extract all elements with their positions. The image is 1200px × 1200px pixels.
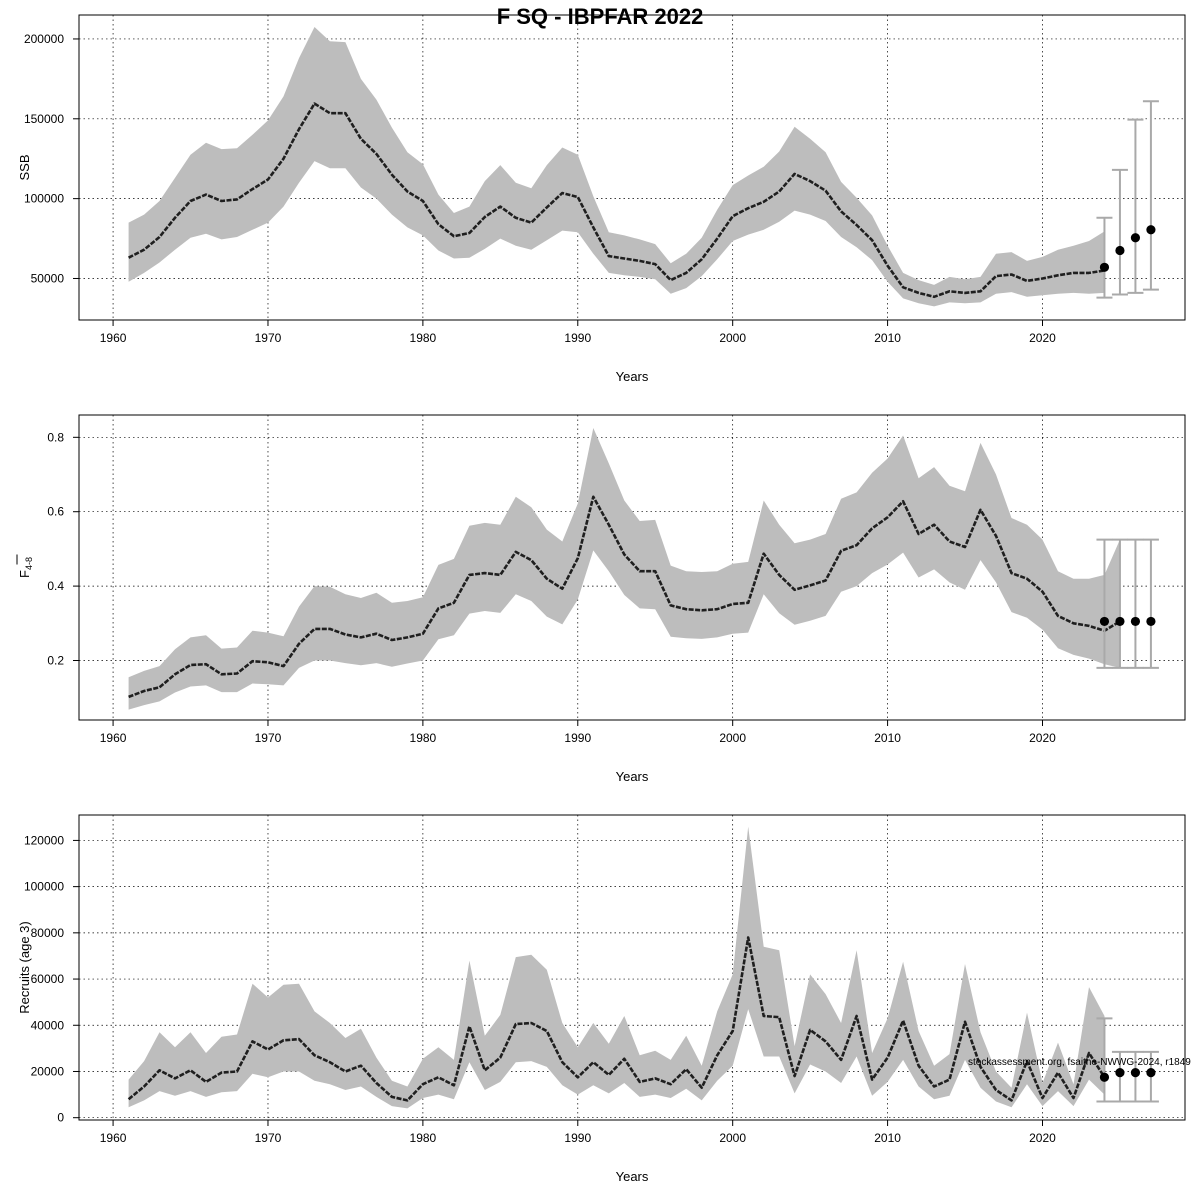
- fbar-y-tick-label: 0.8: [47, 430, 64, 444]
- fbar-plot-frame: [78, 414, 1186, 721]
- ssb-forecast-point: [1099, 262, 1110, 272]
- ssb-forecast-point: [1146, 225, 1156, 235]
- fbar-median-line: [128, 495, 1121, 699]
- ssb-x-axis-label: Years: [616, 369, 649, 384]
- footer-note: stockassessment.org, fsaithe-NWWG-2024, …: [968, 1057, 1191, 1068]
- recruits-y-tick-label: 0: [57, 1111, 64, 1125]
- fbar-y-axis-label-main: F: [17, 570, 32, 578]
- ssb-y-tick-label: 50000: [31, 271, 65, 285]
- recruits-y-tick-label: 100000: [24, 880, 64, 894]
- ssb-x-tick-label: 2020: [1029, 331, 1056, 345]
- ssb-y-axis-label: SSB: [17, 154, 32, 180]
- fbar-forecast-point: [1099, 616, 1110, 627]
- fbar-confidence-band: [128, 428, 1120, 710]
- ssb-forecast-point: [1130, 233, 1141, 243]
- ssb-x-tick-label: 2010: [874, 331, 901, 345]
- recruits-forecast-point: [1130, 1068, 1141, 1078]
- recruits-confidence-band: [128, 826, 1105, 1109]
- fbar-y-tick-label: 0.6: [47, 505, 64, 519]
- fbar-y-axis-label-subscript: 4-8: [24, 557, 34, 570]
- ssb-y-tick-label: 150000: [24, 112, 64, 126]
- ssb-y-tick-label: 100000: [24, 192, 64, 206]
- chart-title: F SQ - IBPFAR 2022: [497, 4, 704, 29]
- fbar-x-tick-label: 1980: [410, 731, 437, 745]
- ssb-x-tick-label: 1990: [564, 331, 591, 345]
- fbar-x-tick-label: 1960: [100, 731, 127, 745]
- fbar-forecast-point: [1130, 616, 1141, 627]
- recruits-forecast-point: [1115, 1068, 1125, 1078]
- fbar-y-tick-label: 0.4: [47, 579, 64, 593]
- recruits-y-tick-label: 120000: [24, 833, 64, 847]
- recruits-forecast-point: [1146, 1068, 1156, 1078]
- recruits-x-tick-label: 1960: [100, 1131, 127, 1145]
- ssb-x-tick-label: 1980: [410, 331, 437, 345]
- fbar-panel: 1960 1970 1980 1990 2000 2010 2020 0.2 0.4 0.6 0.8…: [16, 414, 1186, 784]
- ssb-y-tick-label: 200000: [24, 32, 64, 46]
- recruits-x-tick-label: 2020: [1029, 1131, 1056, 1145]
- ssb-x-tick-label: 2000: [719, 331, 746, 345]
- fbar-x-tick-label: 2010: [874, 731, 901, 745]
- ssb-panel: 1960 1970 1980 1990 2000 2010 2020 50000 100000 1…: [17, 14, 1186, 384]
- ssb-x-tick-label: 1970: [255, 331, 282, 345]
- ssb-forecast-point: [1115, 245, 1125, 256]
- recruits-plot-frame: [78, 814, 1186, 1121]
- ssb-x-tick-label: 1960: [100, 331, 127, 345]
- recruits-y-axis-label-main: Recruits (age 3): [17, 921, 32, 1013]
- recruits-x-tick-label: 1980: [410, 1131, 437, 1145]
- recruits-y-tick-label: 40000: [31, 1018, 65, 1032]
- recruits-y-tick-label: 60000: [31, 972, 65, 986]
- fbar-x-axis-label: Years: [616, 769, 649, 784]
- ssb-confidence-band: [128, 27, 1105, 307]
- recruits-x-tick-label: 1990: [564, 1131, 591, 1145]
- recruits-panel: 1960 1970 1980 1990 2000 2010 2020 0 20000 40000 6…: [17, 814, 1186, 1184]
- recruits-x-axis-label: Years: [616, 1169, 649, 1184]
- fbar-forecast-point: [1115, 616, 1125, 627]
- ssb-y-axis-label-main: SSB: [17, 154, 32, 180]
- ssb-median-line: [128, 102, 1105, 299]
- fbar-x-tick-label: 1970: [255, 731, 282, 745]
- recruits-x-tick-label: 1970: [255, 1131, 282, 1145]
- recruits-forecast-point: [1099, 1072, 1110, 1082]
- recruits-y-tick-label: 20000: [31, 1064, 65, 1078]
- recruits-y-tick-label: 80000: [31, 926, 65, 940]
- fbar-y-axis-label: F4-8: [17, 557, 34, 578]
- fbar-y-tick-label: 0.2: [47, 653, 64, 667]
- recruits-y-axis-label: Recruits (age 3): [17, 921, 32, 1013]
- recruits-median-line: [127, 936, 1106, 1102]
- fbar-x-tick-label: 2000: [719, 731, 746, 745]
- recruits-x-tick-label: 2010: [874, 1131, 901, 1145]
- fbar-x-tick-label: 2020: [1029, 731, 1056, 745]
- ssb-plot-frame: [78, 14, 1186, 321]
- recruits-x-tick-label: 2000: [719, 1131, 746, 1145]
- fbar-forecast-point: [1146, 616, 1156, 627]
- fbar-x-tick-label: 1990: [564, 731, 591, 745]
